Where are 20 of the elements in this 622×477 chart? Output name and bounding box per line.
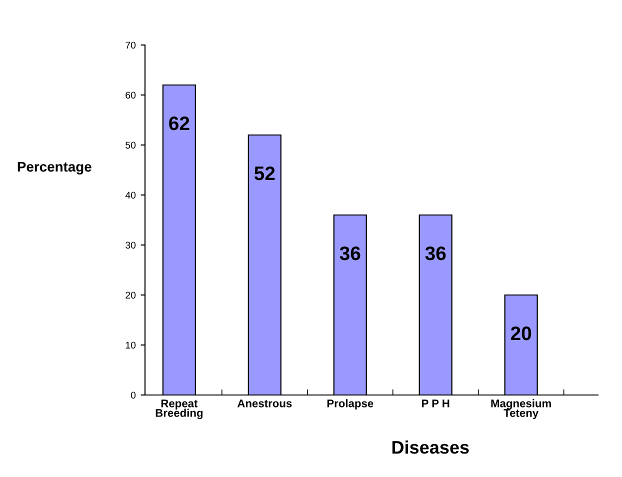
y-tick-label: 60 — [126, 92, 136, 99]
y-axis-title: Percentage — [18, 162, 92, 174]
x-tick-label: Anestrous — [237, 400, 292, 408]
data-label: 36 — [340, 246, 360, 260]
x-tick-label: Magnesium Teteny — [491, 399, 551, 420]
y-tick-label: 0 — [130, 392, 136, 399]
x-tick-label: Prolapse — [327, 399, 374, 410]
x-axis-title: Diseases — [392, 440, 469, 454]
y-tick-label: 30 — [126, 242, 136, 249]
y-tick-label: 50 — [126, 142, 136, 149]
data-label: 62 — [169, 116, 190, 130]
data-label: 20 — [510, 326, 532, 340]
data-label: 36 — [425, 246, 446, 260]
y-tick-label: 40 — [125, 192, 136, 199]
x-tick-label: P P H — [422, 400, 450, 408]
y-tick-label: 20 — [126, 292, 136, 299]
y-tick-label: 10 — [126, 342, 136, 349]
data-label: 52 — [254, 166, 275, 180]
x-tick-label: Repeat Breeding — [156, 400, 203, 420]
y-tick-label: 70 — [126, 42, 136, 49]
